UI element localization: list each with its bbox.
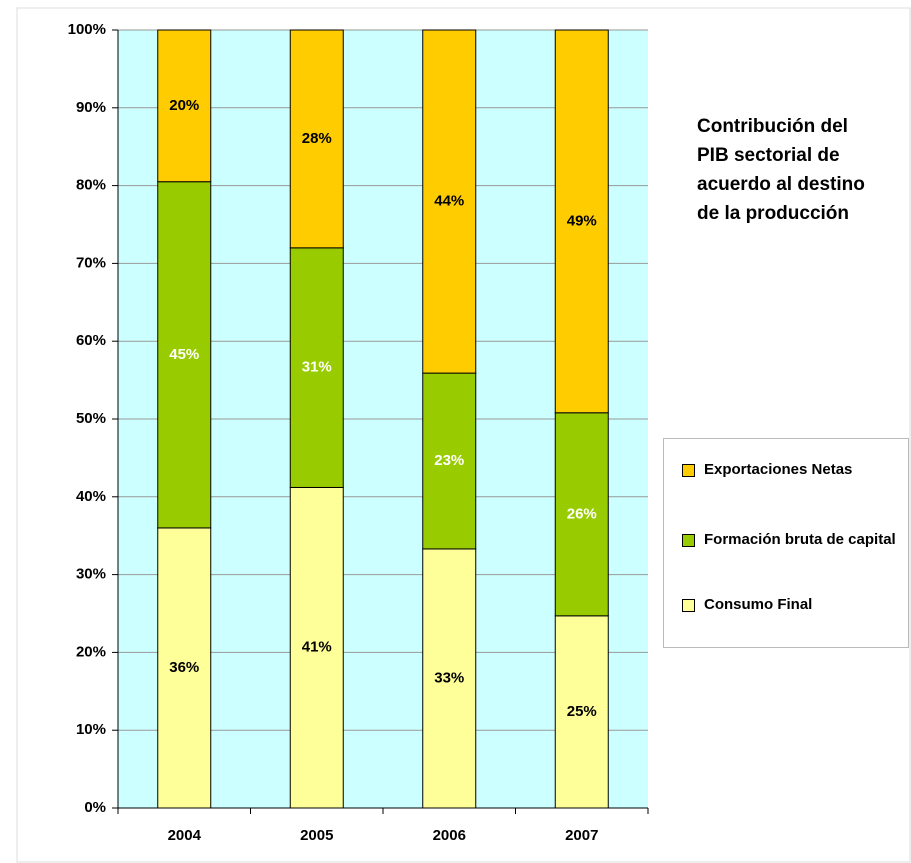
y-tick-label: 30% [76,566,106,583]
data-label: 23% [434,452,464,469]
y-tick-label: 40% [76,488,106,505]
data-label: 36% [169,659,199,676]
chart-title: Contribución del PIB sectorial de acuerd… [697,116,865,224]
x-tick-label: 2004 [168,827,202,844]
y-tick-label: 20% [76,643,106,660]
legend-label: Exportaciones Netas [704,461,853,478]
data-label: 44% [434,193,464,210]
bar-segment [157,181,212,529]
bar-segment [554,412,609,617]
bar-segment [554,29,609,414]
bar-segment [157,527,212,809]
y-tick-label: 80% [76,177,106,194]
y-tick-label: 0% [84,799,106,816]
chart-frame [16,7,911,863]
y-tick-label: 70% [76,254,106,271]
legend: Exportaciones Netas Formación bruta de ca… [663,438,909,648]
bar-segment [422,372,477,550]
data-label: 20% [169,97,199,114]
bar-segment [554,615,609,809]
y-tick-label: 100% [68,21,106,38]
data-label: 26% [567,505,597,522]
data-label: 49% [567,212,597,229]
data-label: 25% [567,703,597,720]
legend-swatch [682,534,695,547]
legend-item: Exportaciones Netas [682,459,911,481]
bar-segment [289,29,344,249]
legend-label: Consumo Final [704,596,813,613]
data-label: 31% [302,359,332,376]
data-label: 33% [434,669,464,686]
data-label: 41% [302,639,332,656]
data-label: 28% [302,130,332,147]
bar-segment [289,247,344,488]
y-tick-label: 50% [76,410,106,427]
legend-swatch [682,464,695,477]
y-tick-label: 10% [76,721,106,738]
bar-segment [422,548,477,809]
x-tick-label: 2006 [433,827,466,844]
y-tick-label: 90% [76,99,106,116]
y-tick-label: 60% [76,332,106,349]
x-tick-label: 2005 [300,827,333,844]
x-tick-label: 2007 [565,827,598,844]
bar-segment [422,29,477,374]
bar-segment [157,29,212,183]
legend-item: Consumo Final [682,594,911,616]
legend-swatch [682,599,695,612]
legend-item: Formación bruta de capital [682,529,911,551]
data-label: 45% [169,346,199,363]
legend-label: Formación bruta de capital [704,531,896,548]
